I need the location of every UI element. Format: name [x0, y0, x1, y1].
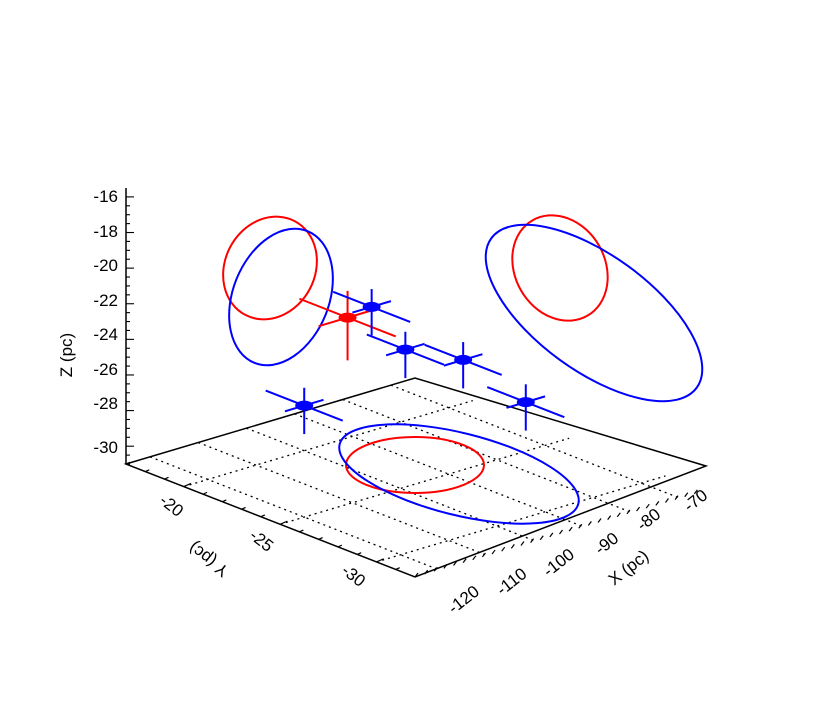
grid-line-x [294, 413, 584, 528]
x-tick-mark [520, 541, 525, 546]
grid-line-y [279, 437, 570, 525]
grid-line-y [376, 475, 666, 563]
x-tick-mark [607, 515, 612, 521]
x-tick-label: -90 [591, 529, 622, 559]
x-tick-mark [462, 558, 467, 564]
projection-ellipse-yz-red [222, 215, 318, 321]
x-tick-mark [597, 518, 602, 523]
y-tick-label: -25 [246, 526, 277, 556]
projection-ellipses [222, 214, 704, 525]
y-tick-mark [356, 552, 362, 555]
y-tick-mark [299, 529, 304, 533]
x-tick-mark [693, 489, 698, 495]
y-tick-mark [164, 476, 169, 480]
y-tick-mark [260, 514, 266, 518]
y-tick-label: -20 [156, 491, 187, 521]
projection-ellipse-xy-blue [338, 423, 580, 525]
grid-line-x [149, 456, 440, 571]
floor-edges [123, 188, 709, 578]
grid-line-x [198, 441, 488, 557]
data-point [299, 290, 397, 361]
grid-line-x [390, 384, 681, 499]
projection-ellipse-xz-blue [484, 223, 704, 403]
x-tick-mark [684, 492, 689, 498]
x-tick-mark [424, 569, 429, 575]
data-point [424, 342, 503, 389]
projection-ellipse-xy-red [345, 436, 485, 494]
x-tick-mark [626, 509, 631, 515]
x-tick-mark [655, 500, 660, 506]
z-axis-title: Z (pc) [57, 333, 76, 377]
y-tick-mark [241, 506, 246, 510]
x-tick-label: -110 [493, 564, 531, 599]
projection-ellipse-xz-red [511, 214, 609, 322]
y-tick-mark [414, 574, 420, 578]
z-tick-label: -22 [93, 291, 118, 310]
x-tick-mark [481, 552, 486, 558]
y-tick-mark [279, 520, 288, 525]
y-tick-mark [145, 469, 150, 473]
y-tick-mark [337, 544, 343, 548]
z-tick-label: -30 [93, 438, 118, 457]
point-marker [295, 400, 314, 411]
x-tick-mark [472, 555, 477, 561]
y-tick-mark [395, 567, 400, 571]
y-tick-mark [202, 491, 208, 495]
x-tick-mark [501, 546, 506, 552]
x-tick-mark [674, 495, 679, 500]
x-tick-mark [443, 564, 448, 569]
x-tick-mark [549, 532, 554, 538]
point-marker [396, 344, 415, 355]
x-tick-mark [433, 566, 438, 572]
x-tick-mark [616, 512, 621, 518]
z-tick-label: -24 [93, 325, 118, 344]
point-marker [454, 354, 473, 365]
z-tick-label: -16 [93, 187, 118, 206]
point-marker [516, 397, 535, 408]
z-tick-label: -18 [93, 222, 118, 241]
data-points [265, 289, 565, 435]
tick-marks [125, 196, 698, 578]
x-tick-mark [636, 506, 641, 512]
grid-line-y [183, 399, 473, 488]
grid-line-x [246, 427, 536, 542]
projection-ellipse-yz-blue [228, 227, 334, 367]
x-tick-mark [491, 549, 496, 555]
floor-grid [149, 384, 681, 571]
grid-line-x [342, 398, 632, 514]
y-tick-mark [183, 482, 192, 488]
z-tick-label: -28 [93, 394, 118, 413]
z-tick-label: -26 [93, 360, 118, 379]
x-tick-mark [578, 523, 583, 529]
y-tick-label: -30 [338, 561, 369, 591]
point-marker [338, 312, 357, 323]
x-tick-mark [587, 521, 592, 526]
z-tick-label: -20 [93, 256, 118, 275]
x-tick-mark [539, 535, 544, 541]
data-point [486, 384, 565, 431]
y-tick-mark [318, 537, 323, 540]
point-marker [362, 301, 381, 312]
data-point [332, 289, 411, 336]
x-axis-title: X (pc) [605, 546, 652, 589]
data-point [265, 387, 344, 435]
x-tick-mark [645, 503, 650, 509]
x-tick-label: -120 [444, 582, 483, 618]
y-axis-title: Y (pc) [185, 538, 232, 581]
x-tick-mark [453, 561, 458, 566]
x-tick-mark [559, 529, 563, 535]
data-point [366, 331, 445, 379]
y-tick-mark [376, 558, 384, 563]
x-tick-mark [568, 526, 573, 532]
x-tick-mark [510, 543, 515, 549]
x-tick-label: -70 [680, 486, 711, 516]
x-tick-mark [664, 498, 669, 503]
x-tick-label: -100 [539, 545, 578, 581]
y-tick-mark [222, 499, 227, 503]
x-tick-mark [530, 538, 535, 543]
